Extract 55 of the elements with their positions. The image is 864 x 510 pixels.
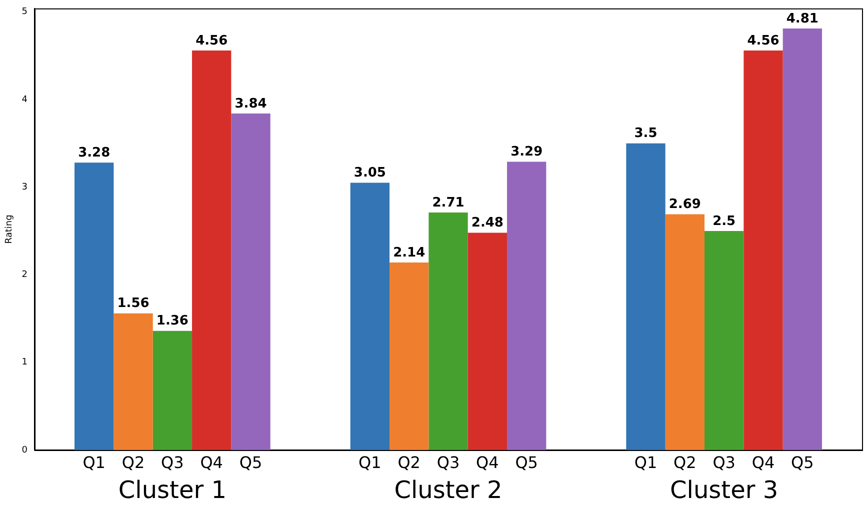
x-tick-label: Cluster 1: [118, 476, 226, 504]
text: Q3: [436, 453, 460, 472]
bar: [507, 162, 546, 450]
y-tick-label: 1: [22, 358, 28, 368]
y-tick-label: 2: [22, 270, 28, 280]
y-axis-title: Rating: [4, 214, 15, 244]
series-label: Q3: [161, 453, 184, 472]
text: Q1: [634, 453, 658, 472]
series-label: Q2: [122, 453, 145, 472]
bar: [626, 143, 666, 450]
data-label: 3.5: [634, 126, 658, 142]
text: Q4: [752, 453, 775, 472]
text: Q2: [674, 453, 696, 472]
data-label: 2.71: [432, 195, 464, 210]
x-tick-label: Cluster 2: [394, 476, 502, 504]
text: Q5: [515, 453, 538, 472]
bar: [231, 114, 270, 450]
series-label: Q5: [239, 453, 262, 472]
bar: [665, 214, 705, 450]
data-label: 2.5: [712, 214, 736, 229]
bar: [390, 262, 429, 450]
x-tick-label: Cluster 3: [670, 476, 778, 504]
text: Q1: [358, 453, 382, 472]
bar: [744, 50, 783, 450]
bar: [350, 182, 390, 450]
bar: [74, 162, 114, 450]
data-label: 3.29: [510, 144, 543, 160]
data-label: 4.81: [786, 11, 818, 26]
bar: [152, 330, 192, 450]
data-label: 3.28: [78, 145, 110, 160]
data-label: 2.48: [471, 216, 504, 231]
data-label: 4.56: [196, 33, 228, 48]
data-label: 2.14: [393, 245, 426, 260]
data-label: 1.36: [156, 314, 188, 329]
data-label: 4.56: [747, 33, 780, 48]
y-tick-label: 3: [22, 182, 28, 192]
text: Q4: [476, 453, 499, 472]
data-label: 1.56: [117, 296, 150, 312]
bar: [428, 212, 468, 450]
data-label: 3.84: [234, 96, 267, 112]
text: Q2: [398, 453, 420, 472]
data-label: 3.05: [354, 166, 386, 181]
y-tick-label: 0: [22, 445, 28, 456]
bar: [704, 230, 744, 450]
series-label: Q1: [82, 453, 106, 472]
text: Q5: [791, 453, 814, 472]
text: Q3: [712, 453, 736, 472]
bar: [114, 313, 153, 450]
y-tick-label: 4: [22, 94, 28, 105]
data-label: 2.69: [668, 197, 701, 212]
bar: [192, 50, 232, 450]
bar: [782, 28, 822, 450]
bar: [468, 232, 508, 450]
series-label: Q4: [200, 453, 223, 472]
y-tick-label: 5: [22, 7, 28, 18]
